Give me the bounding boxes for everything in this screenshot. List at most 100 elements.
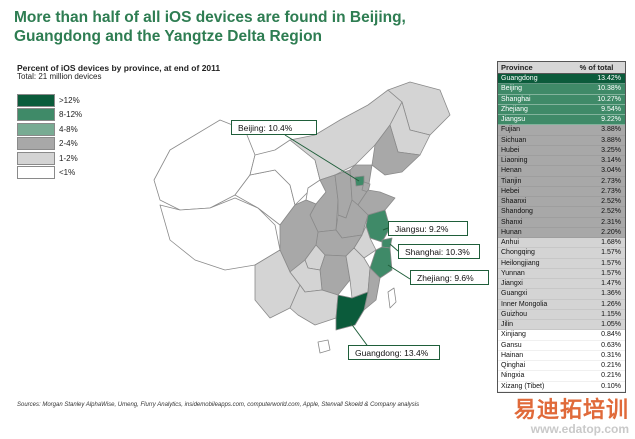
legend-label: <1% [59,168,76,178]
table-body: Guangdong 13.42% Beijing 10.38% Shanghai 10.2… [498,74,625,392]
row-value: 10.27% [597,95,621,103]
table-row: Ningxia 0.21% [498,371,625,382]
chart-title: More than half of all iOS devices are fo… [14,9,406,45]
legend-label: >12% [59,95,80,105]
row-province: Henan [501,167,522,175]
table-row: Hainan 0.31% [498,350,625,361]
row-value: 0.21% [601,362,621,369]
legend-label: 8-12% [59,110,83,120]
row-province: Shanghai [501,95,531,103]
row-value: 9.54% [601,105,621,113]
province-beijing [354,175,365,187]
row-province: Hunan [501,228,522,236]
callout-jiangsu: Jiangsu: 9.2% [388,221,468,236]
legend-item: 8-12% [17,108,82,123]
row-province: Hebei [501,187,520,195]
row-value: 1.15% [601,310,621,318]
legend-label: 1-2% [59,153,78,163]
row-province: Shanxi [501,218,523,226]
legend-swatch [17,151,55,165]
row-province: Zhejiang [501,105,528,113]
table-row: Chongqing 1.57% [498,248,625,259]
table-header: Province % of total [498,62,625,74]
watermark: 易迪拓培训 www.edatop.com [514,399,629,436]
row-province: Hubei [501,146,520,154]
province-fujian [363,267,381,311]
row-value: 1.47% [601,280,621,287]
leader-shanghai [389,243,399,252]
row-value: 1.26% [601,300,621,308]
table-row: Beijing 10.38% [498,84,625,95]
province-hainan [317,339,331,354]
leader-zhejiang [387,264,411,280]
legend-item: 2-4% [17,137,82,152]
row-province: Xinjiang [501,331,526,339]
row-province: Ningxia [501,372,525,380]
island-taiwan [387,287,397,309]
row-value: 9.22% [601,116,621,123]
row-province: Fujian [501,126,521,134]
row-value: 2.73% [601,177,621,185]
legend-swatch [17,93,55,107]
row-value: 3.88% [601,136,621,144]
header-province: Province [501,63,533,72]
row-province: Tianjin [501,177,522,185]
row-province: Beijing [501,85,523,93]
row-province: Guangdong [501,75,538,82]
row-value: 0.63% [601,341,621,349]
table-row: Tianjin 2.73% [498,176,625,187]
row-province: Heilongjiang [501,259,540,267]
table-row: Guangxi 1.36% [498,289,625,300]
legend-item: 4-8% [17,122,82,137]
legend-swatch [17,122,55,136]
province-hunan [319,254,351,296]
table-row: Hebei 2.73% [498,186,625,197]
watermark-url: www.edatop.com [530,422,629,436]
row-province: Shaanxi [501,198,527,205]
row-value: 13.42% [597,75,621,82]
row-province: Hainan [501,351,524,359]
legend-item: 1-2% [17,151,82,166]
legend: >12% 8-12% 4-8% 2-4% 1-2% <1% [17,93,82,180]
table-row: Jiangxi 1.47% [498,279,625,290]
row-value: 2.20% [601,228,621,236]
province-shanghai [381,237,393,249]
table-row: Qinghai 0.21% [498,361,625,372]
row-province: Jilin [501,321,514,328]
table-row: Jiangsu 9.22% [498,115,625,126]
row-value: 3.04% [601,167,621,175]
row-value: 0.31% [601,351,621,359]
row-value: 2.52% [601,208,621,216]
row-value: 0.84% [601,331,621,339]
leader-jiangsu [382,227,389,231]
callout-shanghai: Shanghai: 10.3% [398,244,480,259]
legend-item: <1% [17,166,82,181]
row-value: 1.05% [601,321,621,328]
province-table: Province % of total Guangdong 13.42% Beiji… [497,61,626,393]
row-province: Xizang (Tibet) [501,382,545,390]
row-province: Gansu [501,341,522,349]
row-value: 0.21% [601,372,621,380]
row-value: 1.57% [601,269,621,277]
table-row: Henan 3.04% [498,166,625,177]
row-value: 1.68% [601,239,621,246]
legend-label: 2-4% [59,139,78,149]
row-value: 3.14% [601,157,621,164]
row-value: 2.31% [601,218,621,226]
table-row: Anhui 1.68% [498,238,625,249]
province-xizang [159,197,281,271]
row-value: 1.57% [601,259,621,267]
row-province: Jiangxi [501,280,523,287]
table-row: Xizang (Tibet) 0.10% [498,381,625,392]
table-row: Hunan 2.20% [498,227,625,238]
row-province: Liaoning [501,157,528,164]
table-row: Shanghai 10.27% [498,94,625,105]
row-province: Sichuan [501,136,527,144]
header-percent: % of total [579,63,614,72]
row-province: Jiangsu [501,116,526,123]
table-row: Zhejiang 9.54% [498,104,625,115]
table-row: Heilongjiang 1.57% [498,258,625,269]
chart-subtitle: Percent of iOS devices by province, at e… [17,63,221,73]
legend-swatch [17,108,55,122]
table-row: Jilin 1.05% [498,320,625,331]
